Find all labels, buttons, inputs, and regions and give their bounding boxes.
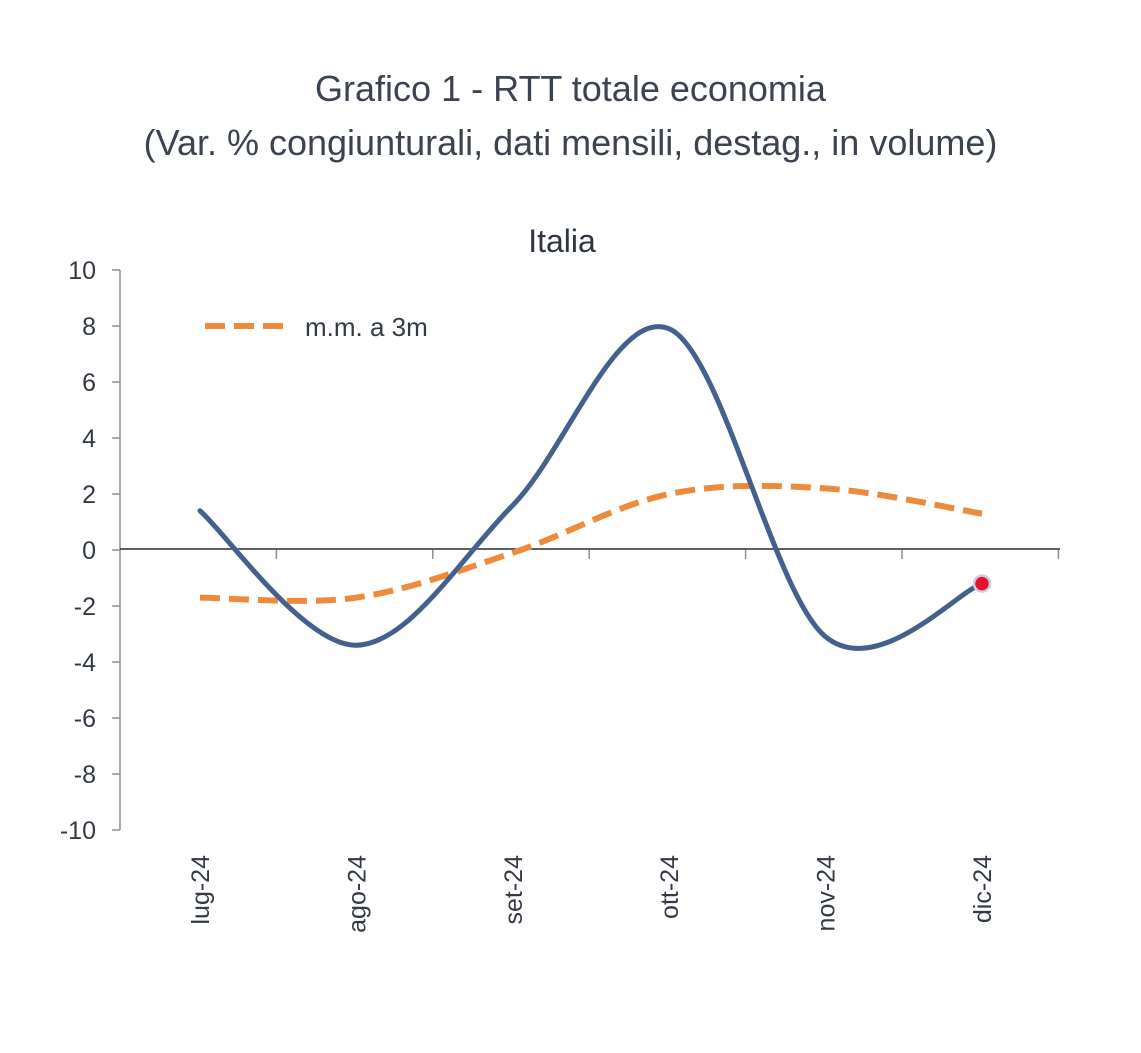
series-line-rtt	[197, 324, 985, 651]
x-tick-label: lug-24	[187, 855, 215, 925]
x-tick-label: nov-24	[813, 855, 841, 932]
x-tick-label: ott-24	[656, 855, 684, 919]
y-tick-label: -2	[74, 593, 96, 621]
y-tick-label: 0	[82, 537, 96, 565]
chart-title: Grafico 1 - RTT totale economia	[315, 68, 826, 109]
x-tick-label: dic-24	[969, 855, 997, 923]
y-tick-label: -8	[74, 761, 96, 789]
series-line-moving-average	[199, 482, 983, 604]
y-tick-label: 2	[82, 481, 96, 509]
x-ticks: lug-24 ago-24 set-24 ott-24 nov-24 dic-24	[187, 550, 1060, 933]
y-tick-label: 10	[68, 257, 96, 285]
y-tick-label: -10	[60, 817, 96, 845]
y-tick-label: 4	[82, 425, 96, 453]
legend-label-moving-average: m.m. a 3m	[305, 312, 428, 342]
legend: m.m. a 3m	[205, 312, 428, 342]
x-tick-label: ago-24	[343, 855, 371, 933]
y-tick-label: -6	[74, 705, 96, 733]
panel-title: Italia	[528, 223, 596, 259]
series-layer	[197, 324, 992, 651]
x-tick-label: set-24	[500, 855, 528, 925]
y-tick-label: -4	[74, 649, 96, 677]
chart-subtitle: (Var. % congiunturali, dati mensili, des…	[143, 122, 998, 163]
y-tick-label: 8	[82, 313, 96, 341]
highlight-point	[972, 574, 992, 593]
y-ticks: 10 8 6 4 2 0 -2 -4 -6 -8 -10	[60, 257, 120, 845]
y-tick-label: 6	[82, 369, 96, 397]
